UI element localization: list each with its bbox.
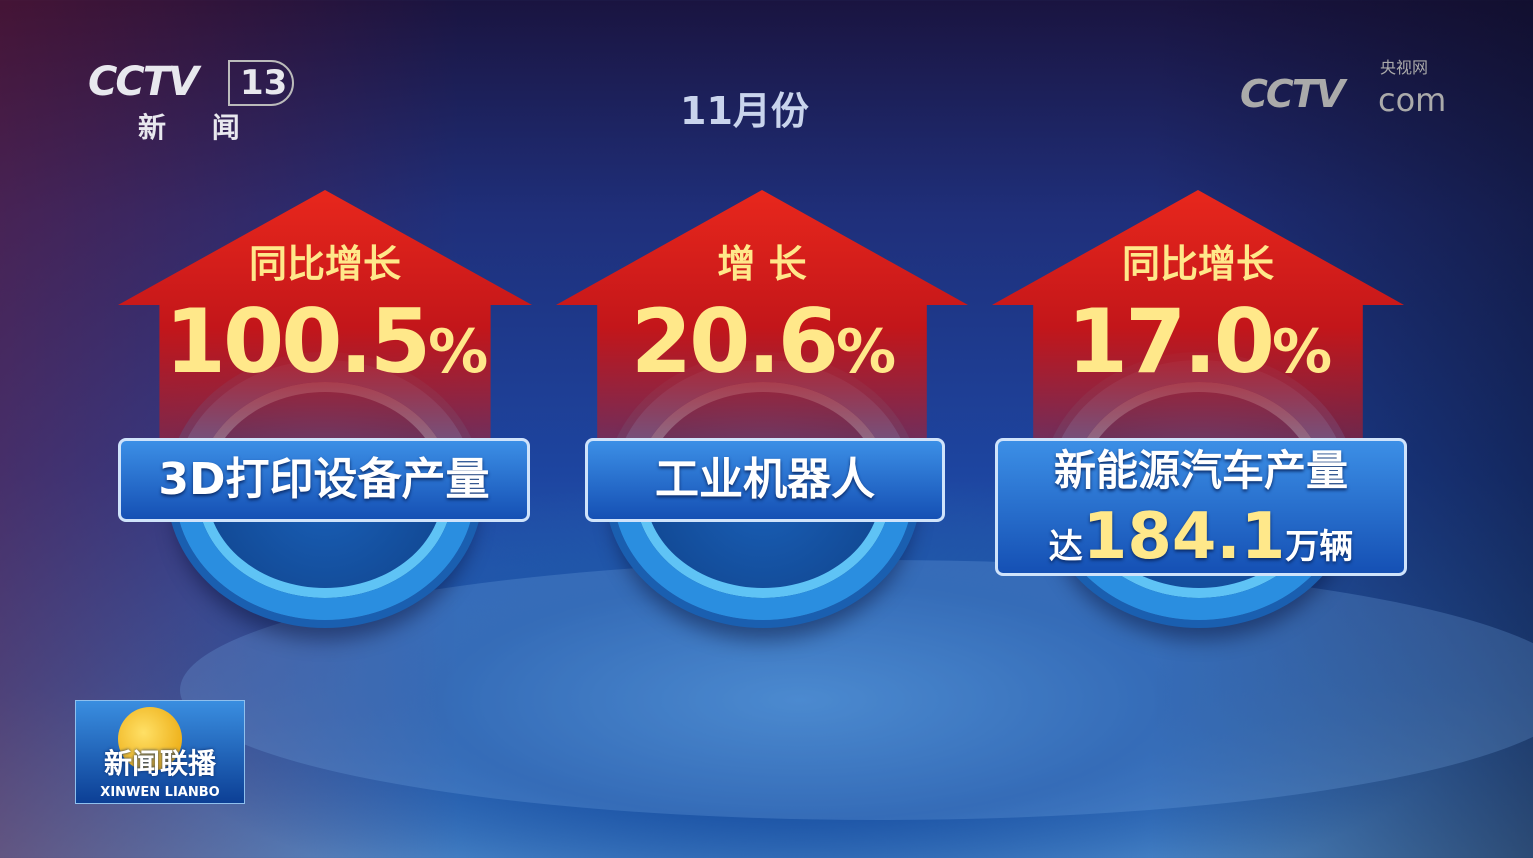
cctv-com-logo: CCTV 央视网 com — [1240, 56, 1460, 126]
card-label: 3D打印设备产量 — [118, 438, 530, 522]
value-number: 100.5 — [164, 290, 431, 393]
sub-prefix: 达 — [1048, 527, 1083, 567]
cctv-com-suffix: com — [1378, 81, 1447, 119]
value-unit: % — [836, 317, 896, 387]
cctv13-logo: CCTV 13 新 闻 — [88, 58, 308, 148]
card-sub-value: 达184.1万辆 — [998, 501, 1404, 573]
card-label: 新能源汽车产量 达184.1万辆 — [995, 438, 1407, 576]
program-name-en: XINWEN LIANBO — [100, 785, 220, 800]
card-heading: 同比增长 — [1121, 242, 1274, 286]
card-value: 20.6% — [556, 298, 968, 386]
channel-number: 13 — [228, 60, 294, 106]
card-label-text: 新能源汽车产量 — [1053, 446, 1348, 495]
sub-number: 184.1 — [1082, 500, 1286, 574]
cctv-wordmark: CCTV — [1240, 72, 1345, 116]
xinwen-lianbo-logo: 新闻联播 XINWEN LIANBO — [75, 700, 245, 804]
value-unit: % — [428, 317, 488, 387]
value-unit: % — [1272, 317, 1332, 387]
card-value: 17.0% — [992, 298, 1404, 386]
card-heading: 增 长 — [717, 242, 807, 286]
card-label: 工业机器人 — [585, 438, 945, 522]
value-number: 20.6 — [630, 290, 839, 393]
cctv-com-cn: 央视网 — [1380, 58, 1429, 77]
value-number: 17.0 — [1066, 290, 1275, 393]
globe-icon — [118, 707, 182, 771]
cctv-wordmark: CCTV — [88, 59, 199, 105]
period-title: 11月份 — [680, 89, 809, 133]
floor-glow — [180, 560, 1533, 820]
channel-name: 新 闻 — [138, 111, 258, 144]
card-value: 100.5% — [118, 298, 532, 386]
sub-unit: 万辆 — [1285, 527, 1354, 567]
program-name-cn: 新闻联播 — [103, 747, 216, 780]
card-heading: 同比增长 — [248, 242, 401, 286]
